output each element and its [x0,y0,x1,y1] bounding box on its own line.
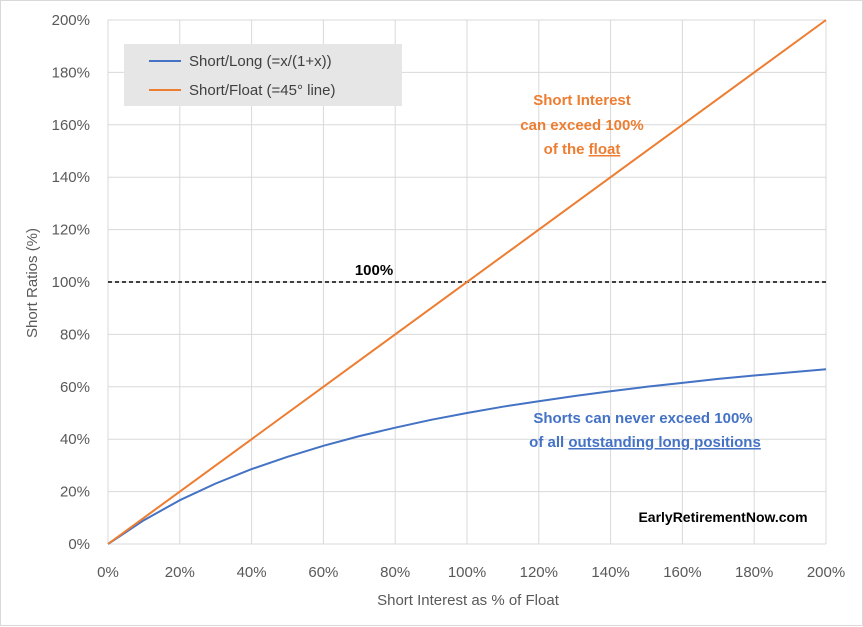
y-tick-label: 40% [60,431,90,448]
y-tick-label: 120% [52,222,90,239]
x-tick-label: 160% [663,564,701,581]
legend-label-short-float: Short/Float (=45° line) [189,82,335,99]
y-tick-label: 100% [52,274,90,291]
watermark: EarlyRetirementNow.com [638,509,807,525]
x-tick-label: 140% [591,564,629,581]
x-tick-label: 20% [165,564,195,581]
x-tick-labels: 0% 20% 40% 60% 80% 100% 120% 140% 160% 180% 200% [97,564,845,581]
annotation-line: of all outstanding long positions [529,434,761,451]
y-tick-label: 80% [60,326,90,343]
x-tick-label: 60% [308,564,338,581]
annotation-underlined: float [589,141,621,158]
series-line-short-float [107,19,827,545]
y-tick-label: 140% [52,169,90,186]
annotation-shorts-never: Shorts can never exceed 100% of all outs… [529,410,761,451]
y-tick-label: 180% [52,64,90,81]
x-tick-label: 100% [448,564,486,581]
x-tick-label: 0% [97,564,119,581]
y-axis-title: Short Ratios (%) [24,228,41,338]
annotation-text: of all [529,434,568,451]
x-tick-label: 180% [735,564,773,581]
x-tick-label: 120% [520,564,558,581]
y-tick-label: 0% [68,536,90,553]
annotation-line: of the float [544,141,621,158]
reference-line-label: 100% [355,262,393,279]
x-tick-label: 40% [237,564,267,581]
annotation-line: Short Interest [533,92,631,109]
grid [107,19,827,545]
annotation-text: of the [544,141,589,158]
series-group [107,19,827,545]
y-tick-labels: 0% 20% 40% 60% 80% 100% 120% 140% 160% 180% 200% [52,12,90,553]
legend-box [124,44,402,106]
y-tick-label: 60% [60,379,90,396]
annotation-underlined: outstanding long positions [568,434,760,451]
annotation-short-interest: Short Interest can exceed 100% of the fl… [520,92,643,158]
y-tick-label: 20% [60,484,90,501]
y-tick-label: 160% [52,117,90,134]
x-tick-label: 200% [807,564,845,581]
legend-label-short-long: Short/Long (=x/(1+x)) [189,53,332,70]
annotation-line: can exceed 100% [520,117,643,134]
y-tick-label: 200% [52,12,90,29]
x-tick-label: 80% [380,564,410,581]
series-line-short-long [107,368,827,545]
legend: Short/Long (=x/(1+x)) Short/Float (=45° … [124,44,402,106]
x-axis-title: Short Interest as % of Float [377,592,560,609]
annotation-line: Shorts can never exceed 100% [533,410,752,427]
